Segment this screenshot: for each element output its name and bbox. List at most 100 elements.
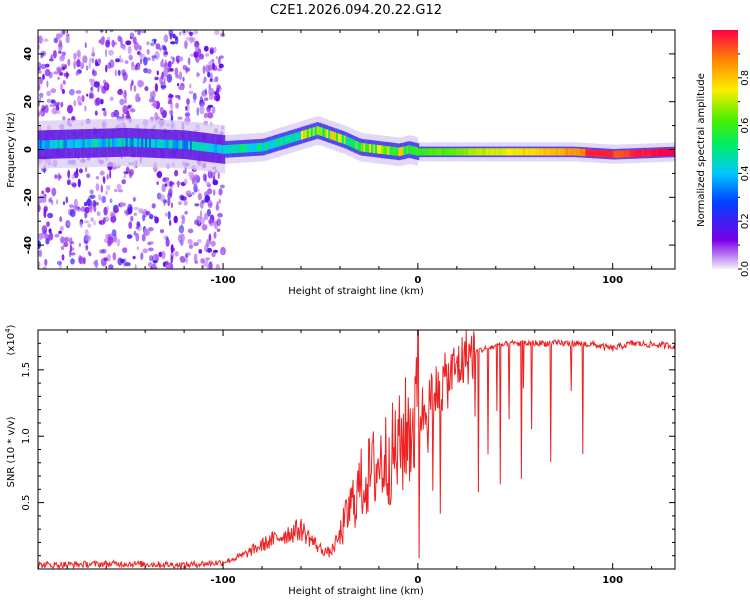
spectrogram-noise-cell	[86, 173, 91, 179]
spectrogram-core-cell	[546, 148, 549, 156]
spectrogram-core-cell	[304, 129, 307, 139]
spectrogram-noise-cell	[109, 169, 112, 179]
spectrogram-noise-cell	[159, 107, 164, 113]
spectrogram-noise-cell	[99, 30, 104, 33]
spectrogram-noise-cell	[61, 51, 66, 56]
spectrogram-core-cell	[156, 139, 159, 148]
spectrogram-core-cell	[94, 138, 97, 148]
spectrogram-noise-cell	[55, 110, 61, 115]
spectrogram-noise-cell	[193, 242, 199, 247]
spectrogram-core-cell	[244, 143, 247, 153]
spectrogram-core-cell	[302, 130, 305, 139]
spectrogram-noise-cell	[210, 240, 216, 247]
spectrogram-noise-cell	[43, 206, 47, 213]
spectrogram-noise-cell	[145, 41, 150, 46]
spectrogram-noise-cell	[92, 199, 97, 208]
spectrogram-noise-cell	[109, 30, 114, 33]
spectrogram-cells	[38, 30, 675, 269]
spectrogram-core-cell	[585, 149, 588, 157]
spectrogram-core-cell	[73, 139, 76, 149]
spectrogram-core-cell	[349, 138, 352, 147]
spectrogram-noise-cell	[44, 233, 50, 240]
spectrogram-noise-cell	[122, 247, 128, 254]
spectrogram-core-cell	[129, 138, 132, 147]
spectrogram-core-cell	[193, 141, 196, 151]
spectrogram-noise-cell	[58, 50, 62, 54]
spectrogram-noise-cell	[164, 59, 167, 67]
spectrogram-core-cell	[373, 144, 376, 154]
spectrogram-noise-cell	[165, 264, 171, 269]
spectrogram-core-cell	[380, 145, 383, 154]
y-tick-label: 1.5	[21, 362, 32, 378]
spectrogram-core-cell	[468, 148, 471, 156]
spectrogram-noise-cell	[133, 212, 138, 216]
spectrogram-core-cell	[285, 135, 288, 145]
spectrogram-core-cell	[367, 143, 370, 153]
spectrogram-noise-cell	[62, 201, 66, 206]
spectrogram-noise-cell	[68, 249, 72, 258]
colorbar-tick-label: 0.8	[740, 70, 750, 86]
spectrogram-y-ticks: 40 20 0 -20 -40	[23, 47, 675, 254]
spectrogram-noise-cell	[174, 169, 179, 177]
spectrogram-noise-cell	[84, 220, 90, 224]
spectrogram-core-cell	[69, 139, 72, 149]
spectrogram-noise-cell	[111, 39, 115, 48]
spectrogram-core-cell	[491, 148, 494, 156]
spectrogram-core-cell	[429, 148, 432, 156]
spectrogram-core-cell	[125, 138, 128, 147]
spectrogram-noise-cell	[133, 230, 137, 236]
spectrogram-noise-cell	[212, 189, 216, 196]
spectrogram-noise-cell	[119, 54, 122, 64]
spectrogram-noise-cell	[169, 66, 172, 72]
spectrogram-noise-cell	[112, 252, 117, 261]
spectrogram-noise-cell	[127, 46, 132, 54]
spectrogram-noise-cell	[91, 46, 95, 56]
snr-plot-area	[38, 330, 675, 569]
spectrogram-noise-cell	[193, 174, 200, 181]
spectrogram-core-cell	[587, 149, 590, 157]
spectrogram-core-cell	[106, 138, 109, 148]
spectrogram-noise-cell	[59, 216, 63, 223]
spectrogram-core-cell	[238, 144, 241, 153]
spectrogram-core-cell	[486, 148, 489, 156]
spectrogram-core-cell	[556, 148, 559, 156]
spectrogram-noise-cell	[217, 212, 223, 218]
spectrogram-noise-cell	[109, 198, 113, 204]
spectrogram-noise-cell	[100, 36, 105, 46]
spectrogram-noise-cell	[204, 88, 207, 95]
spectrogram-noise-cell	[60, 236, 67, 244]
spectrogram-noise-cell	[163, 77, 166, 84]
spectrogram-noise-cell	[218, 63, 224, 69]
spectrogram-core-cell	[464, 148, 467, 156]
spectrogram-core-cell	[388, 146, 391, 155]
spectrogram-noise-cell	[42, 194, 47, 200]
colorbar-tick-label: 0.4	[740, 165, 750, 181]
spectrogram-core-cell	[404, 146, 407, 155]
spectrogram-core-cell	[104, 138, 107, 148]
spectrogram-noise-cell	[156, 172, 162, 177]
spectrogram-core-cell	[236, 144, 239, 153]
spectrogram-noise-cell	[181, 215, 186, 224]
spectrogram-core-cell	[248, 143, 251, 153]
spectrogram-core-cell	[135, 138, 138, 147]
spectrogram-noise-cell	[164, 183, 168, 187]
spectrogram-noise-cell	[184, 112, 191, 117]
spectrogram-noise-cell	[88, 252, 92, 257]
spectrogram-noise-cell	[167, 100, 173, 105]
spectrogram-noise-cell	[203, 212, 209, 221]
spectrogram-noise-cell	[132, 196, 136, 202]
spectrogram-noise-cell	[203, 97, 209, 101]
spectrogram-core-cell	[326, 129, 329, 139]
spectrogram-noise-cell	[135, 226, 140, 230]
spectrogram-core-cell	[421, 148, 424, 156]
spectrogram-noise-cell	[188, 31, 194, 36]
spectrogram-core-cell	[433, 148, 436, 156]
spectrogram-core-cell	[180, 140, 183, 149]
spectrogram-noise-cell	[203, 45, 209, 52]
spectrogram-core-cell	[301, 130, 304, 140]
spectrogram-core-cell	[77, 139, 80, 148]
spectrogram-core-cell	[80, 139, 83, 148]
spectrogram-core-cell	[279, 137, 282, 146]
spectrogram-noise-cell	[216, 228, 221, 232]
spectrogram-core-cell	[622, 150, 625, 158]
